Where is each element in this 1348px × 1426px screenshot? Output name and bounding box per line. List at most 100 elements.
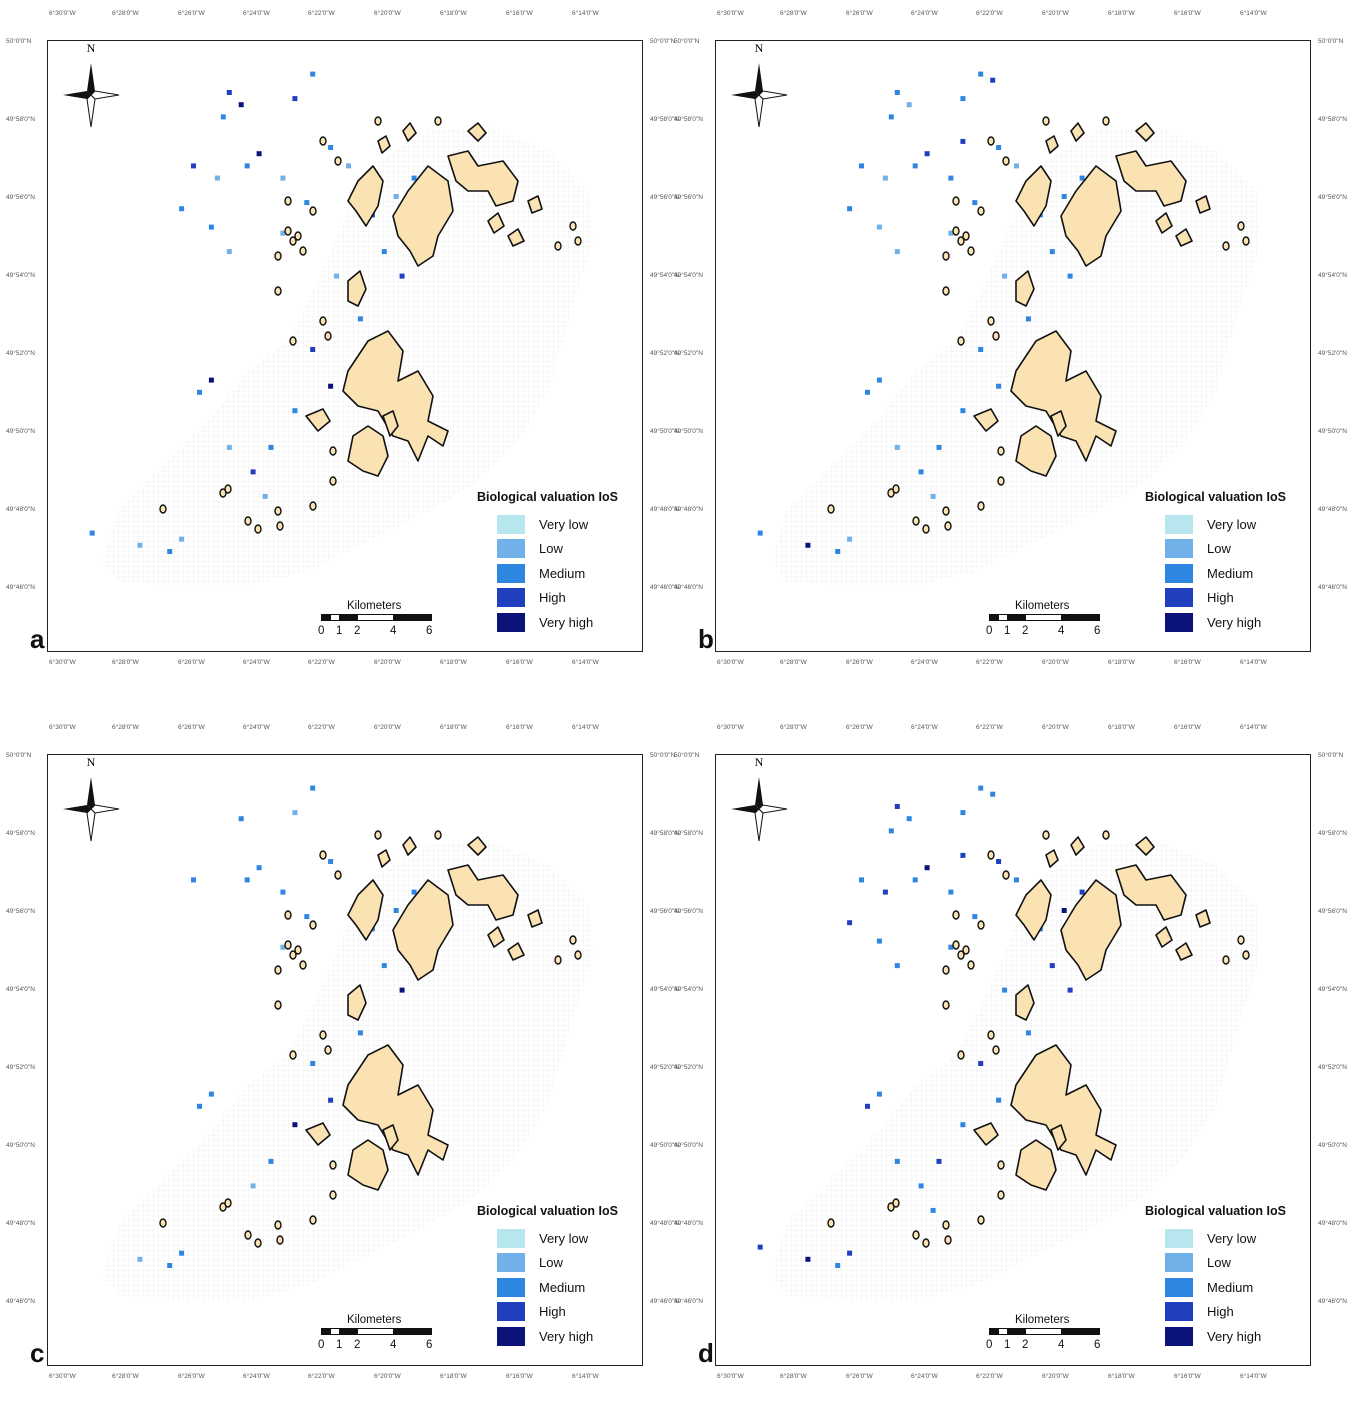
islet bbox=[827, 504, 835, 514]
island bbox=[1155, 926, 1173, 948]
islet bbox=[569, 221, 577, 231]
islet bbox=[967, 246, 975, 256]
lon-tick-bottom: 6°16'0"W bbox=[506, 659, 533, 666]
lat-tick-right: 49°52'0"N bbox=[1318, 1064, 1347, 1071]
lon-tick-bottom: 6°16'0"W bbox=[506, 1373, 533, 1380]
islet bbox=[329, 1160, 337, 1170]
valuation-cell bbox=[280, 175, 286, 181]
valuation-cell bbox=[960, 852, 966, 858]
legend-swatch bbox=[497, 563, 525, 583]
valuation-cell bbox=[757, 530, 763, 536]
islet bbox=[944, 521, 952, 531]
lat-tick-right: 49°56'0"N bbox=[1318, 194, 1347, 201]
island bbox=[447, 150, 519, 207]
north-label: N bbox=[755, 41, 764, 55]
legend-item: Very low bbox=[497, 514, 588, 534]
scale-bar: Kilometers 0 1 2 4 6 bbox=[318, 1314, 438, 1354]
valuation-cell bbox=[280, 889, 286, 895]
islet bbox=[274, 1000, 282, 1010]
legend-label: Very high bbox=[539, 614, 594, 630]
lon-tick-bottom: 6°20'0"W bbox=[1042, 659, 1069, 666]
legend: Biological valuation IoS Very low Low Mediu… bbox=[477, 490, 647, 640]
legend-swatch bbox=[1165, 514, 1193, 534]
valuation-cell bbox=[292, 408, 298, 414]
islet bbox=[324, 331, 332, 341]
islet bbox=[434, 830, 442, 840]
legend-swatch bbox=[1165, 539, 1193, 558]
lat-tick-left: 49°54'0"N bbox=[6, 272, 35, 279]
lon-tick-bottom: 6°26'0"W bbox=[178, 1373, 205, 1380]
islet bbox=[942, 251, 950, 261]
island bbox=[973, 408, 999, 432]
lon-tick-top: 6°20'0"W bbox=[1042, 10, 1069, 17]
lat-tick-left: 49°50'0"N bbox=[674, 1142, 703, 1149]
island bbox=[1115, 864, 1187, 921]
legend-label: Very low bbox=[539, 1230, 589, 1246]
panel-letter: d bbox=[698, 1338, 714, 1368]
valuation-cell bbox=[244, 877, 250, 883]
valuation-cell bbox=[865, 389, 870, 395]
valuation-cell bbox=[1025, 1030, 1031, 1036]
island bbox=[1195, 195, 1211, 214]
lat-tick-left: 49°50'0"N bbox=[6, 1142, 35, 1149]
valuation-cell bbox=[1002, 273, 1008, 279]
legend-item: Low bbox=[1165, 539, 1231, 559]
scale-label: 2 bbox=[354, 1339, 361, 1351]
islet bbox=[912, 1230, 920, 1240]
valuation-cell bbox=[226, 444, 232, 450]
island bbox=[1045, 135, 1059, 154]
valuation-cell bbox=[220, 114, 226, 120]
islet bbox=[574, 236, 582, 246]
valuation-cell bbox=[399, 987, 405, 993]
lat-tick-right: 49°56'0"N bbox=[1318, 908, 1347, 915]
valuation-cell bbox=[1014, 163, 1019, 169]
legend-swatch bbox=[497, 1326, 525, 1346]
legend-label: High bbox=[1207, 1304, 1234, 1319]
island bbox=[487, 926, 505, 948]
valuation-cell bbox=[876, 938, 882, 944]
islet bbox=[827, 1218, 835, 1228]
lon-tick-top: 6°22'0"W bbox=[308, 724, 335, 731]
legend-swatch bbox=[497, 1277, 525, 1297]
islet bbox=[276, 521, 284, 531]
islet bbox=[1102, 116, 1110, 126]
valuation-cell bbox=[1014, 877, 1019, 883]
valuation-cell bbox=[304, 914, 310, 920]
lon-tick-top: 6°26'0"W bbox=[178, 10, 205, 17]
north-arrow-icon bbox=[63, 63, 120, 128]
islet bbox=[1002, 870, 1010, 880]
valuation-cell bbox=[972, 200, 978, 206]
valuation-cell bbox=[805, 1256, 811, 1262]
legend-title: Biological valuation IoS bbox=[1145, 1204, 1286, 1218]
lat-tick-left: 49°46'0"N bbox=[674, 584, 703, 591]
sampling-grid bbox=[771, 126, 1261, 586]
lon-tick-bottom: 6°20'0"W bbox=[374, 1373, 401, 1380]
island bbox=[1175, 228, 1193, 247]
valuation-cell bbox=[346, 163, 351, 169]
lon-tick-top: 6°22'0"W bbox=[308, 10, 335, 17]
lat-tick-left: 50°0'0"N bbox=[6, 752, 32, 759]
lon-tick-bottom: 6°24'0"W bbox=[243, 1373, 270, 1380]
islet bbox=[952, 940, 960, 950]
valuation-cell bbox=[906, 816, 912, 822]
scale-label: 6 bbox=[426, 625, 433, 637]
legend-item: Medium bbox=[497, 563, 585, 583]
sampling-grid bbox=[771, 840, 1261, 1300]
island bbox=[1175, 942, 1193, 961]
valuation-cell bbox=[197, 389, 202, 395]
legend-swatch bbox=[497, 539, 525, 558]
island bbox=[392, 879, 454, 981]
valuation-cell bbox=[859, 877, 864, 883]
lon-tick-bottom: 6°28'0"W bbox=[112, 659, 139, 666]
valuation-cell bbox=[990, 791, 996, 797]
lat-tick-left: 49°54'0"N bbox=[674, 272, 703, 279]
valuation-cell bbox=[226, 90, 232, 95]
lat-tick-right: 49°50'0"N bbox=[650, 428, 679, 435]
lat-tick-right: 49°54'0"N bbox=[650, 272, 679, 279]
valuation-cell bbox=[906, 102, 912, 108]
valuation-cell bbox=[208, 377, 214, 383]
valuation-cell bbox=[847, 1250, 853, 1256]
island bbox=[1070, 122, 1085, 142]
valuation-cell bbox=[1067, 273, 1073, 279]
valuation-cell bbox=[292, 96, 298, 102]
